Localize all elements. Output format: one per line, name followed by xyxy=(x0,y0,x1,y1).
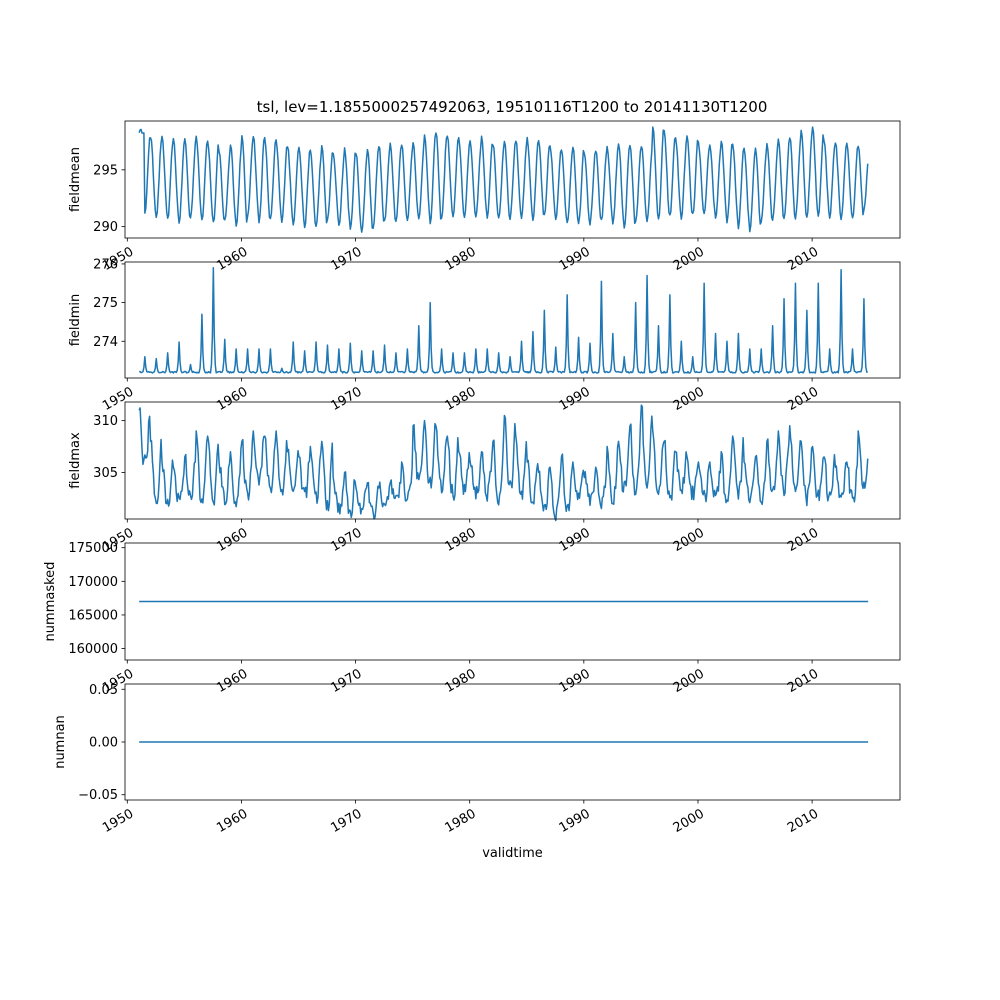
ytick-label: 0.05 xyxy=(89,683,118,698)
x-axis-label: validtime xyxy=(482,846,543,861)
ytick-label: 276 xyxy=(93,257,118,272)
ytick-label: 275 xyxy=(93,296,118,311)
ytick-label: 310 xyxy=(93,414,118,429)
series-line-fieldmean xyxy=(138,126,869,233)
y-axis-label: fieldmin xyxy=(68,294,83,347)
ytick-label: 160000 xyxy=(68,642,118,657)
ytick-label: 0.00 xyxy=(89,736,118,751)
ytick-label: 274 xyxy=(93,335,118,350)
ytick-label: 165000 xyxy=(68,608,118,623)
axes-frame-nummasked xyxy=(124,542,901,661)
y-axis-label: fieldmean xyxy=(68,147,83,212)
chart-title: tsl, lev=1.1855000257492063, 19510116T12… xyxy=(257,98,768,116)
axes-frame-fieldmean xyxy=(124,120,901,239)
series-line-fieldmax xyxy=(138,404,869,522)
y-axis-label: nummasked xyxy=(43,562,58,642)
ytick-label: 290 xyxy=(93,220,118,235)
ytick-label: −0.05 xyxy=(78,788,118,803)
ytick-label: 305 xyxy=(93,466,118,481)
series-line-fieldmin xyxy=(139,267,868,374)
ytick-label: 175000 xyxy=(68,541,118,556)
axes-frame-fieldmax xyxy=(124,401,901,520)
ytick-label: 170000 xyxy=(68,575,118,590)
axes-frame-fieldmin xyxy=(124,261,901,379)
ytick-label: 295 xyxy=(93,163,118,178)
y-axis-label: fieldmax xyxy=(68,432,83,489)
y-axis-label: numnan xyxy=(53,715,68,769)
